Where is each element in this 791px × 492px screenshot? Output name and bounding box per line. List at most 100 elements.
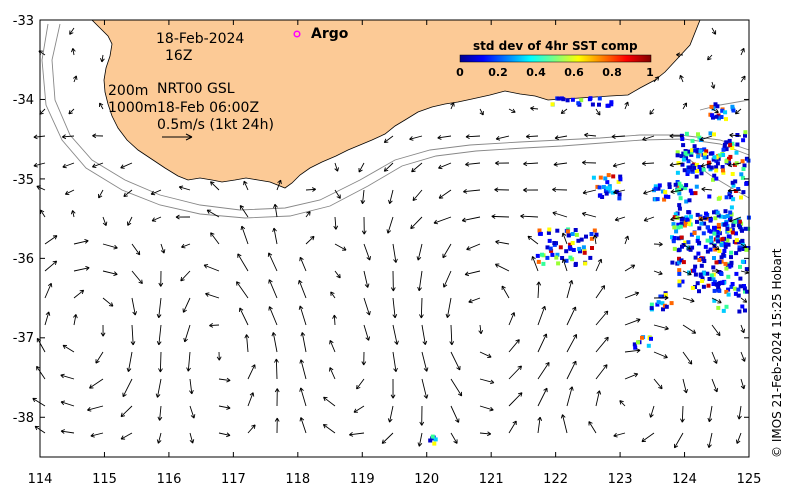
current-arrow [239,205,249,218]
current-arrow [131,297,138,316]
current-arrow [189,432,195,444]
current-arrow [536,281,542,299]
current-arrow [624,101,629,110]
current-arrow [670,189,684,194]
sst-pixel [675,188,680,193]
current-arrow [495,239,510,245]
sst-pixel [695,212,700,217]
current-arrow [182,297,191,313]
sst-pixel [692,231,697,235]
sst-pixel [678,224,683,229]
sst-pixel [727,156,731,161]
current-arrow [433,216,452,225]
current-arrow [711,108,719,114]
sst-pixel [689,191,694,196]
current-arrow [707,405,713,423]
current-arrow [682,378,688,394]
sst-pixel [740,228,744,233]
map-date: 18-Feb-2024 [156,31,244,47]
argo-label: Argo [311,26,349,42]
sst-pixel [720,108,725,113]
sst-pixel [548,246,553,251]
current-arrow [508,365,522,380]
current-arrow [216,351,222,361]
sst-pixel [689,152,694,157]
sst-pixel [653,197,658,202]
current-arrow [130,324,136,346]
current-arrow [537,305,546,326]
current-arrow [62,162,75,169]
current-arrow [386,216,394,234]
y-tick-label: -35 [13,173,34,188]
current-arrow [478,324,484,335]
sst-pixel [617,192,622,197]
current-arrow [409,135,423,141]
current-arrow [334,189,341,199]
current-arrow [537,387,548,407]
current-arrow [508,392,523,407]
current-arrow [71,48,76,56]
current-arrow [653,270,663,276]
sst-pixel [695,169,699,173]
current-arrow [69,27,75,35]
current-vectors [32,27,749,449]
current-arrow [442,243,452,259]
current-arrow [158,351,163,373]
current-arrow [653,295,669,301]
current-arrow [206,209,220,218]
sst-pixel [686,169,691,174]
sst-pixel [671,239,676,244]
sst-pixel [555,252,560,257]
sst-pixel [679,222,684,226]
sst-pixel [677,191,682,196]
sst-pixel [555,228,560,233]
current-arrow [527,235,539,245]
sst-pixel [567,245,572,250]
sst-pixel [741,190,746,195]
current-arrow [381,432,394,444]
current-arrow [465,134,481,140]
sst-pixel [721,147,726,152]
sst-pixel [703,244,708,249]
sst-pixel [714,165,719,170]
sst-pixel [713,228,718,233]
sst-pixel [692,268,697,273]
sst-pixel [690,285,695,290]
current-arrow [537,361,550,380]
current-arrow [62,344,75,353]
current-arrow [649,108,655,115]
sst-pixel [636,340,640,345]
current-arrow [624,264,636,272]
sst-pixel [681,260,686,265]
current-arrow [189,405,196,419]
current-arrow [44,260,58,272]
x-tick-label: 122 [543,472,568,487]
current-arrow [274,358,279,380]
sst-pixel [672,215,677,220]
current-arrow [523,161,539,167]
sst-pixel [730,141,735,146]
current-arrow [158,270,164,287]
coast-east-line [699,99,750,111]
sst-pixel [561,97,566,102]
sst-pixel [726,161,731,166]
sst-pixel [711,265,716,270]
sst-pixel [716,285,721,290]
current-arrow [157,405,163,421]
sst-pixel [722,249,727,253]
plot-area [32,19,751,458]
sst-pixel [717,259,722,264]
current-arrow [178,185,191,191]
current-arrow [205,292,220,299]
sst-pixel [741,246,746,251]
current-arrow [175,214,191,220]
current-arrow [392,297,398,319]
sst-pixel [712,231,717,236]
sst-pixel [655,302,660,307]
legend-tick: 0 [456,66,464,79]
current-arrow [102,297,114,307]
sst-pixel [729,250,734,255]
current-arrow [479,378,495,385]
current-arrow [450,351,461,371]
